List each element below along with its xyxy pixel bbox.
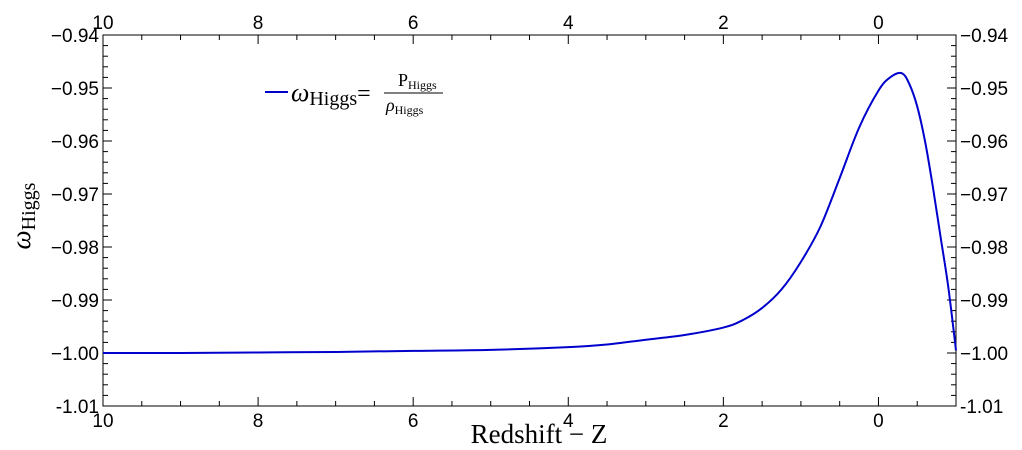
x-tick-label-bottom: 4	[563, 411, 574, 432]
y-tick-label-right: −0.95	[960, 79, 1008, 100]
y-tick-label-left: −0.99	[51, 291, 99, 312]
y-tick-label-right: −1.00	[960, 344, 1008, 365]
tick-labels: 10 10 8 8 6 6 4 4 2 2 0 0 −0.94 −0.94 −0.95 −0.95 −0.96 −…	[51, 13, 1009, 432]
x-tick-label-bottom: 2	[718, 411, 729, 432]
y-tick-label-left: −0.96	[51, 132, 99, 153]
series-line-omega-higgs	[102, 71, 957, 355]
x-tick-label-top: 10	[92, 13, 113, 34]
y-tick-label-left: −0.94	[51, 26, 100, 47]
legend-numerator: PHiggs	[398, 70, 437, 92]
x-axis-title: Redshift − Z	[471, 419, 608, 449]
major-ticks	[102, 34, 956, 407]
x-tick-label-top: 0	[873, 13, 884, 34]
x-tick-label-bottom: 0	[873, 411, 884, 432]
y-tick-label-left: −0.97	[51, 185, 99, 206]
x-tick-label-top: 4	[563, 13, 574, 34]
legend-denominator: ρHiggs	[385, 95, 424, 117]
legend-label: ωHiggs=	[291, 78, 371, 110]
x-tick-label-top: 6	[408, 13, 419, 34]
y-tick-label-left: −0.98	[51, 238, 99, 259]
legend: ωHiggs= PHiggs ρHiggs	[265, 70, 443, 117]
y-tick-label-left: -1.01	[56, 397, 99, 418]
plot-frame	[102, 34, 957, 407]
y-axis-title: ωHiggs	[6, 182, 40, 249]
y-tick-label-right: −0.99	[960, 291, 1008, 312]
legend-symbol-sub: Higgs	[309, 88, 357, 110]
x-tick-label-bottom: 8	[253, 411, 264, 432]
y-tick-label-left: −1.00	[51, 344, 99, 365]
y-tick-label-right: -1.01	[960, 397, 1003, 418]
y-axis-title-symbol: ω	[6, 230, 36, 249]
y-axis-title-sub: Higgs	[18, 182, 40, 230]
x-tick-label-top: 8	[253, 13, 264, 34]
x-tick-label-bottom: 6	[408, 411, 419, 432]
legend-equals: =	[357, 81, 371, 107]
minor-ticks	[103, 35, 957, 406]
y-tick-label-left: −0.95	[51, 79, 99, 100]
x-tick-label-bottom: 10	[92, 411, 113, 432]
legend-symbol: ω	[291, 78, 309, 107]
y-tick-label-right: −0.94	[960, 26, 1009, 47]
y-tick-label-right: −0.97	[960, 185, 1008, 206]
y-tick-label-right: −0.98	[960, 238, 1008, 259]
x-tick-label-top: 2	[718, 13, 729, 34]
y-tick-label-right: −0.96	[960, 132, 1008, 153]
